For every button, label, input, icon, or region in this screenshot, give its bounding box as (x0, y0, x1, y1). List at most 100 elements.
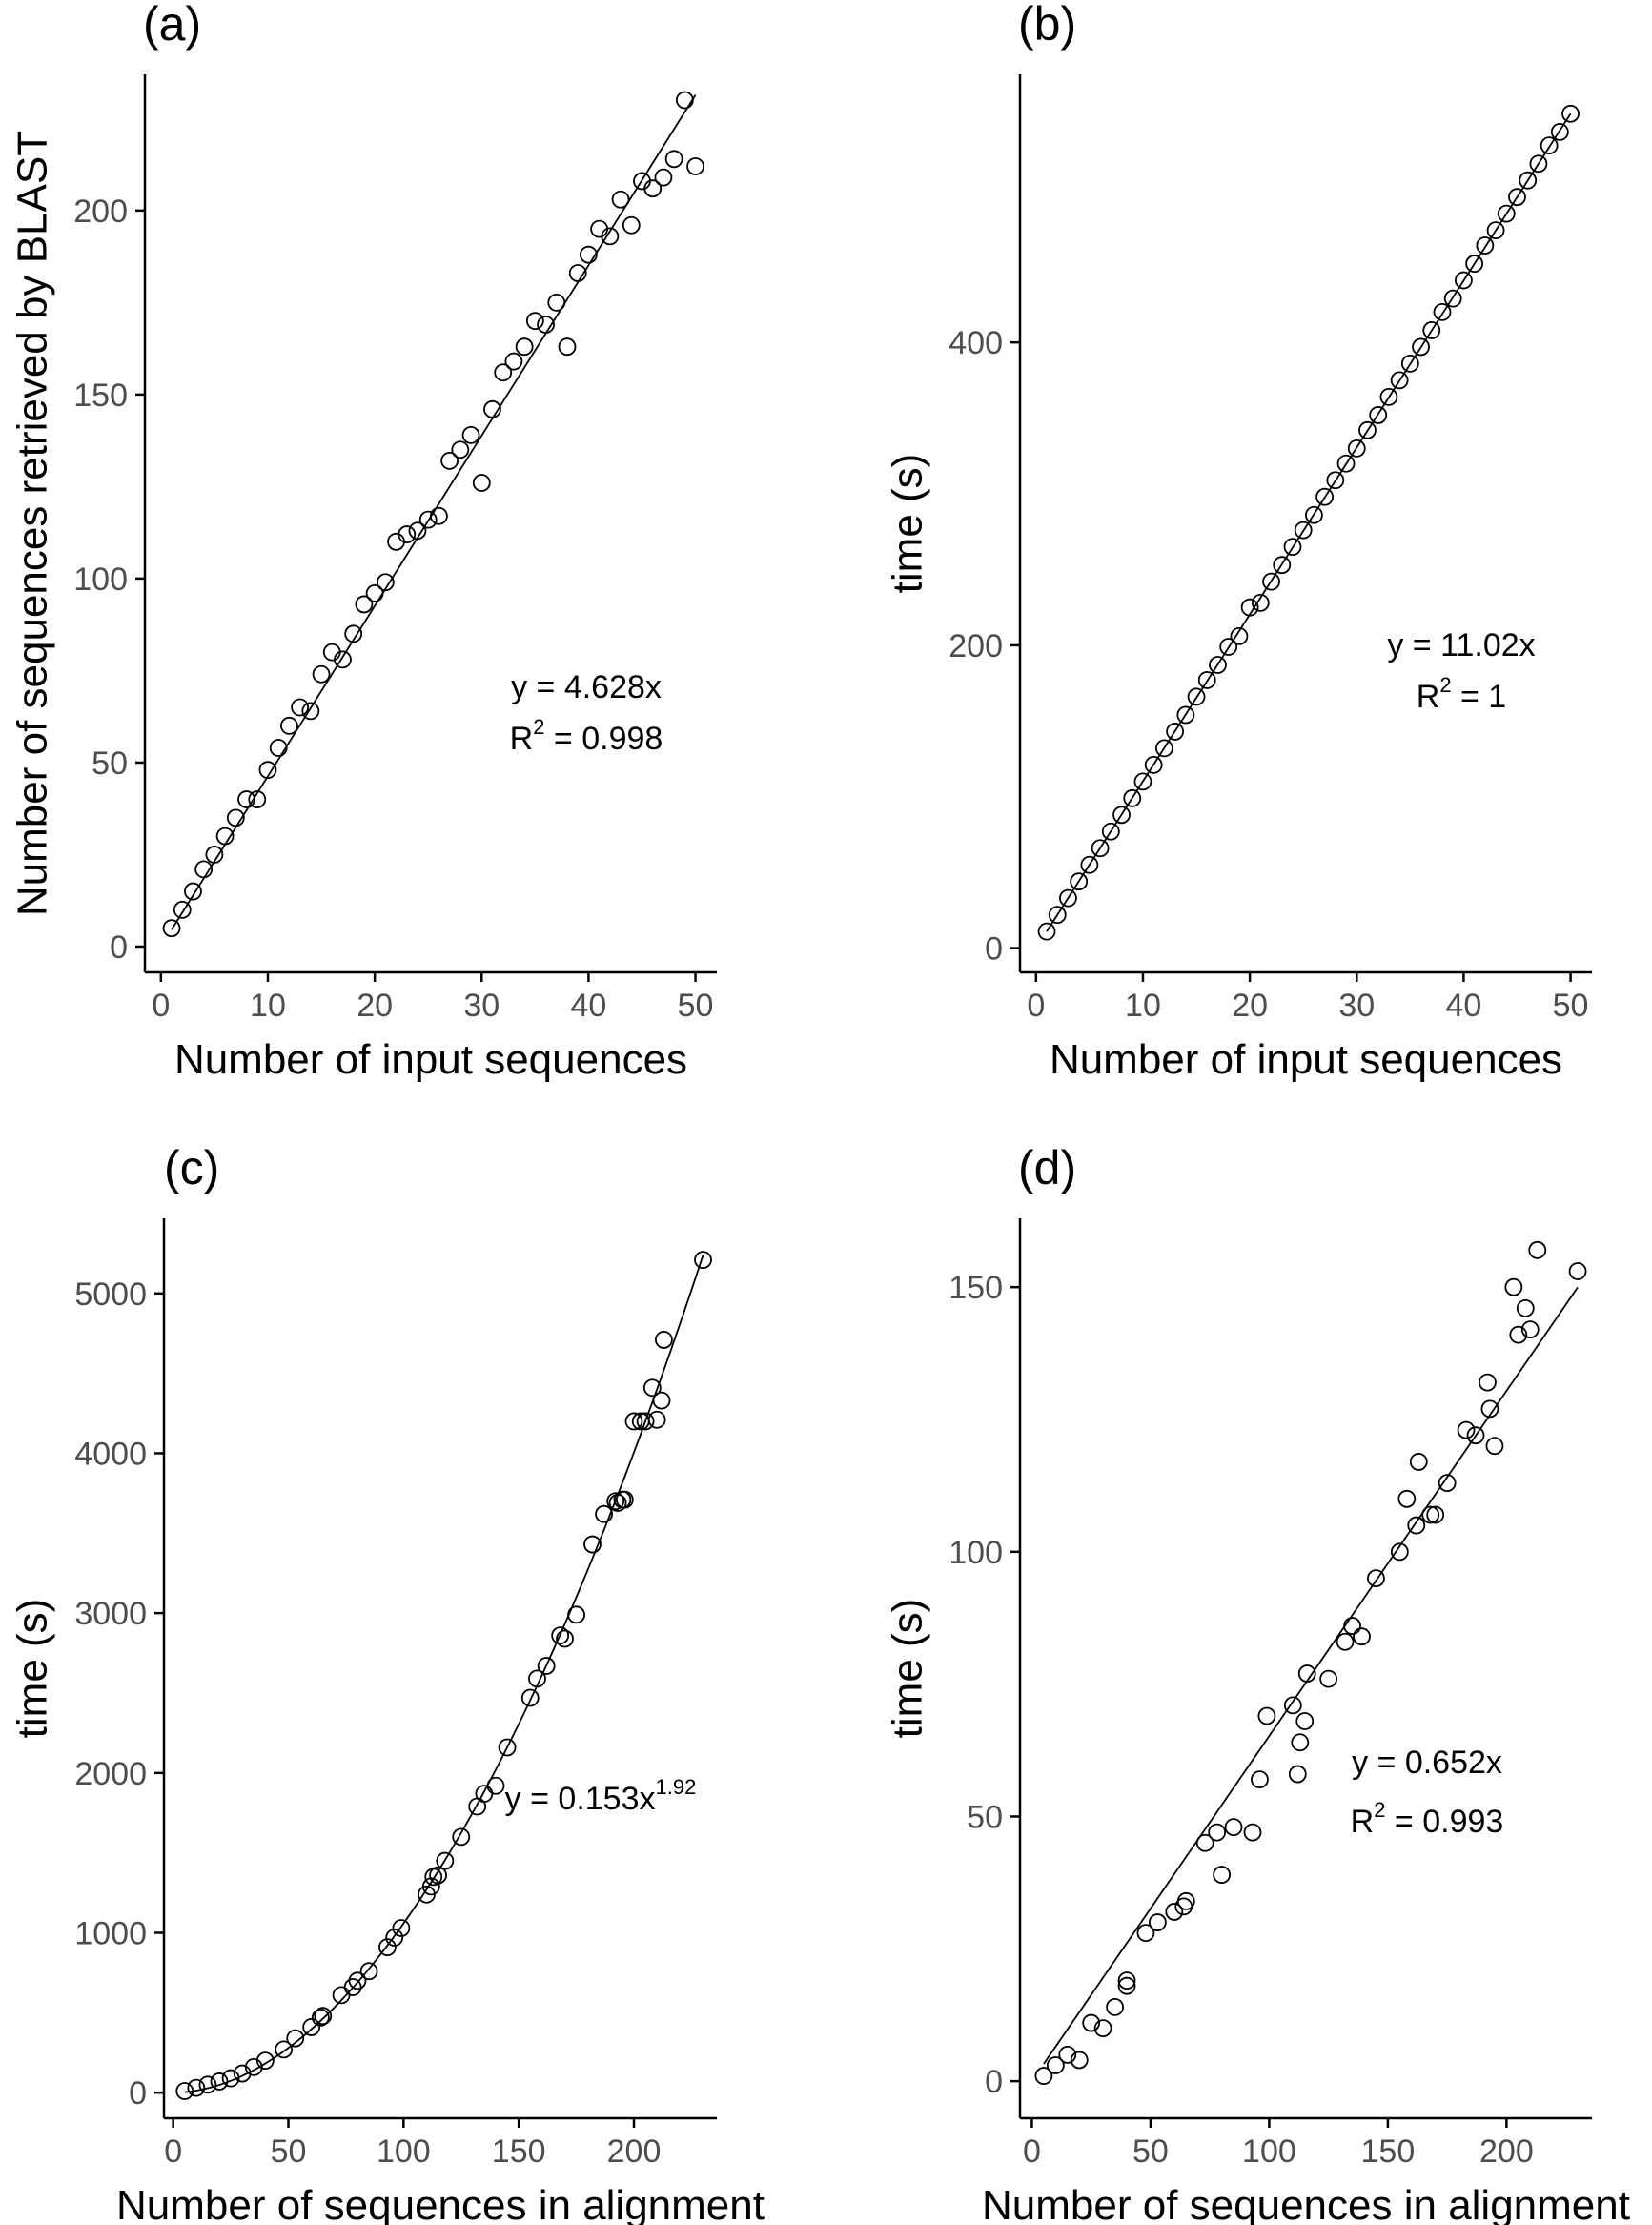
data-point (429, 1866, 447, 1885)
data-point (655, 1331, 673, 1349)
data-point (1243, 1823, 1262, 1842)
data-point (1195, 1833, 1214, 1852)
data-point (1117, 1971, 1136, 1990)
data-point (1347, 439, 1366, 458)
data-point (312, 664, 331, 684)
data-point (1093, 2019, 1112, 2038)
y-tick-label: 4000 (74, 1436, 147, 1472)
data-point (221, 2069, 240, 2088)
data-point (686, 157, 704, 175)
x-tick-label: 150 (492, 2133, 546, 2170)
data-point (1123, 788, 1142, 807)
x-tick-label: 30 (1338, 988, 1375, 1024)
x-axis-title: Number of input sequences (174, 1036, 687, 1083)
data-point (1294, 521, 1313, 540)
data-point (1319, 1669, 1338, 1688)
data-point (365, 583, 384, 602)
data-point (187, 2078, 206, 2097)
data-point (1273, 556, 1292, 575)
data-point (636, 1412, 655, 1431)
data-point (359, 1962, 378, 1981)
r-squared-symbol: R (1417, 679, 1440, 715)
y-axis-title: time (s) (885, 454, 931, 594)
y-axis-title: time (s) (885, 1599, 931, 1739)
panel-label-a: (a) (143, 0, 201, 51)
r-squared-exponent: 2 (533, 715, 544, 739)
data-point (1187, 687, 1206, 706)
data-point (483, 399, 501, 418)
data-point (611, 190, 630, 209)
r-squared-annotation: R2 = 0.998 (510, 715, 663, 757)
data-point (198, 2075, 217, 2094)
data-point (1412, 337, 1430, 357)
data-point (1540, 136, 1559, 155)
x-tick-label: 20 (1232, 988, 1268, 1024)
panel-label-b: (b) (1018, 0, 1076, 51)
data-point (675, 91, 694, 110)
y-tick-label: 50 (967, 1799, 1003, 1835)
data-point (301, 702, 320, 721)
data-point (1080, 855, 1099, 874)
x-tick-label: 50 (271, 2133, 307, 2170)
panel-label-d: (d) (1018, 1141, 1076, 1194)
data-point (162, 919, 181, 938)
data-point (418, 510, 438, 529)
data-point (385, 1929, 404, 1947)
y-tick-label: 150 (948, 1270, 1003, 1306)
data-point (1230, 626, 1249, 645)
r-squared-exponent: 2 (1374, 1798, 1385, 1822)
y-tick-label: 2000 (74, 1756, 147, 1792)
data-point (1433, 302, 1452, 321)
data-point (291, 698, 310, 717)
panel-a: (a) 0 10 20 30 40 50 0 50 100 150 200 Number of inpu… (10, 0, 717, 1083)
data-point (430, 506, 448, 525)
x-tick-label: 200 (1479, 2133, 1534, 2170)
x-tick-label: 0 (164, 2133, 182, 2170)
data-point (537, 316, 555, 334)
data-point (302, 2018, 321, 2036)
data-point (1251, 1770, 1269, 1789)
data-point (568, 264, 587, 282)
data-point (567, 1605, 585, 1624)
data-point (1208, 1823, 1227, 1842)
data-point (1326, 471, 1345, 490)
panel-label-c: (c) (164, 1141, 219, 1194)
x-tick-label: 100 (377, 2133, 431, 2170)
y-tick-label: 0 (110, 929, 128, 966)
data-point (194, 860, 214, 879)
data-point (1224, 1818, 1243, 1836)
data-point (1504, 1277, 1523, 1296)
r-squared-symbol: R (510, 721, 534, 757)
y-tick-label: 0 (985, 2064, 1003, 2100)
data-point (694, 1251, 712, 1269)
data-point (1369, 406, 1388, 424)
data-point (1528, 1240, 1547, 1259)
x-tick-label: 100 (1242, 2133, 1296, 2170)
x-axis-title: Number of input sequences (1050, 1036, 1562, 1083)
x-tick-label: 20 (357, 988, 393, 1024)
data-point (1048, 906, 1067, 925)
data-point (205, 846, 224, 864)
x-tick-label: 0 (152, 988, 170, 1024)
data-point (248, 790, 267, 808)
data-point (515, 337, 534, 357)
data-point (652, 1391, 671, 1410)
data-point (1520, 1320, 1540, 1339)
data-point (1353, 1627, 1371, 1646)
y-tick-label: 0 (985, 931, 1003, 968)
data-point (583, 1535, 602, 1554)
data-point (1486, 221, 1505, 240)
data-point (520, 1688, 540, 1707)
data-point (1101, 822, 1120, 841)
data-point (452, 1827, 471, 1847)
y-axis-title: Number of sequences retrieved by BLAST (10, 131, 56, 916)
data-point (1358, 420, 1377, 439)
x-tick-label: 150 (1361, 2133, 1416, 2170)
data-point (244, 2057, 263, 2076)
data-point (1295, 1712, 1315, 1730)
data-point (486, 1776, 505, 1795)
data-point (1106, 1997, 1124, 2016)
data-point (1519, 171, 1538, 190)
data-point (1497, 204, 1516, 223)
